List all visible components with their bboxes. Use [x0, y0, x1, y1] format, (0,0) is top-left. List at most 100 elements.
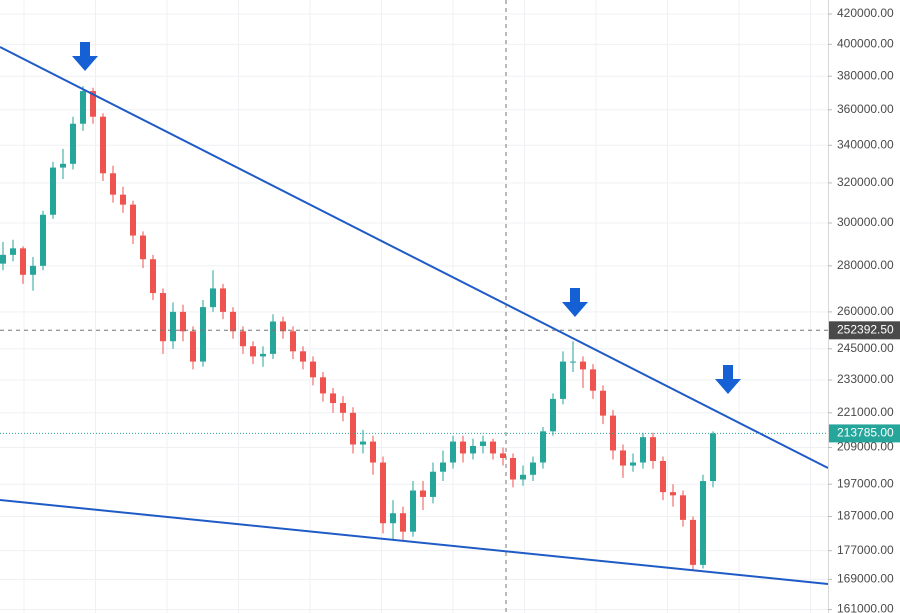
- candle-body: [320, 377, 326, 394]
- candle-body: [10, 248, 16, 255]
- candle-body: [620, 450, 626, 466]
- y-tick-label: 260000.00: [837, 304, 894, 318]
- arrow: [72, 42, 98, 71]
- candle-body: [580, 361, 586, 370]
- last-price-label-bg: [829, 424, 900, 443]
- candle-body: [150, 259, 156, 294]
- y-tick-label: 360000.00: [837, 102, 894, 116]
- y-tick-label: 169000.00: [837, 572, 894, 586]
- candle-body: [60, 163, 66, 168]
- candle-body: [550, 398, 556, 432]
- candle-body: [560, 361, 566, 399]
- candle-body: [530, 462, 536, 475]
- candle-body: [70, 123, 76, 164]
- candle-body: [140, 235, 146, 260]
- candle-body: [710, 433, 716, 482]
- y-tick-label: 380000.00: [837, 68, 894, 82]
- upper-trendline: [0, 46, 829, 469]
- grid: [0, 0, 828, 613]
- candle-body: [350, 412, 356, 445]
- candle-body: [160, 293, 166, 342]
- candle-body: [80, 91, 86, 124]
- y-tick-label: 197000.00: [837, 476, 894, 490]
- y-tick-label: 400000.00: [837, 37, 894, 51]
- candle-body: [410, 490, 416, 532]
- candle-body: [300, 351, 306, 362]
- candle-body: [700, 481, 706, 565]
- candle-body: [640, 437, 646, 463]
- candle-body: [590, 369, 596, 391]
- candle-body: [370, 441, 376, 463]
- candle-body: [680, 495, 686, 520]
- candle-body: [310, 361, 316, 378]
- candle-body: [170, 311, 176, 342]
- candle-body: [210, 288, 216, 308]
- candle-body: [190, 331, 196, 362]
- axis-labels: 161000.00 169000.00 177000.00 187000.00 1970…: [828, 6, 900, 613]
- candle-body: [120, 194, 126, 205]
- candle-body: [470, 445, 476, 454]
- y-tick-label: 245000.00: [837, 341, 894, 355]
- last-price-label: 213785.00: [837, 426, 894, 440]
- y-tick-label: 187000.00: [837, 509, 894, 523]
- crosshair-label: 252392.50: [837, 322, 894, 336]
- candle-body: [260, 353, 266, 357]
- y-tick-label: 340000.00: [837, 137, 894, 151]
- candle-body: [380, 462, 386, 524]
- candle-body: [180, 311, 186, 332]
- y-tick-label: 420000.00: [837, 6, 894, 20]
- y-tick-label: 221000.00: [837, 405, 894, 419]
- y-tick-label: 161000.00: [837, 602, 894, 613]
- candle-body: [570, 361, 576, 363]
- candle-body: [290, 331, 296, 352]
- candle-body: [340, 403, 346, 413]
- candle-body: [510, 457, 516, 480]
- price-axis: [828, 0, 900, 613]
- candle-body: [90, 91, 96, 117]
- y-tick-label: 300000.00: [837, 215, 894, 229]
- candle-body: [430, 471, 436, 497]
- candle-body: [520, 474, 526, 480]
- y-tick-label: 209000.00: [837, 440, 894, 454]
- candle-body: [200, 307, 206, 362]
- candle-body: [600, 390, 606, 416]
- candle-body: [390, 513, 396, 524]
- candle-body: [40, 214, 46, 266]
- candle-body: [690, 519, 696, 565]
- candle-body: [20, 248, 26, 275]
- candle-body: [630, 462, 636, 466]
- lower-trendline: [0, 499, 829, 585]
- candle-body: [270, 321, 276, 354]
- candle-body: [540, 431, 546, 463]
- candle-body: [480, 441, 486, 446]
- candle-body: [110, 173, 116, 195]
- candle-body: [50, 167, 56, 215]
- candle-body: [670, 492, 676, 496]
- crosshair-label-bg: [829, 321, 900, 340]
- arrow: [715, 365, 741, 394]
- candle-body: [280, 321, 286, 332]
- y-tick-label: 177000.00: [837, 543, 894, 557]
- candle-body: [240, 331, 246, 347]
- candle-body: [230, 311, 236, 332]
- candle-body: [330, 393, 336, 404]
- overlay: [0, 42, 829, 585]
- arrow: [562, 288, 588, 317]
- candle-body: [30, 265, 36, 275]
- candle-body: [360, 441, 366, 445]
- candles: [0, 86, 716, 571]
- candle-body: [500, 453, 506, 458]
- candle-body: [220, 288, 226, 312]
- candle-body: [490, 441, 496, 454]
- candle-body: [450, 441, 456, 463]
- candle-body: [400, 513, 406, 532]
- candle-body: [660, 460, 666, 493]
- candle-body: [650, 437, 656, 461]
- candle-body: [100, 116, 106, 174]
- candle-body: [250, 346, 256, 357]
- y-tick-label: 280000.00: [837, 258, 894, 272]
- candle-body: [130, 204, 136, 236]
- candle-body: [460, 441, 466, 454]
